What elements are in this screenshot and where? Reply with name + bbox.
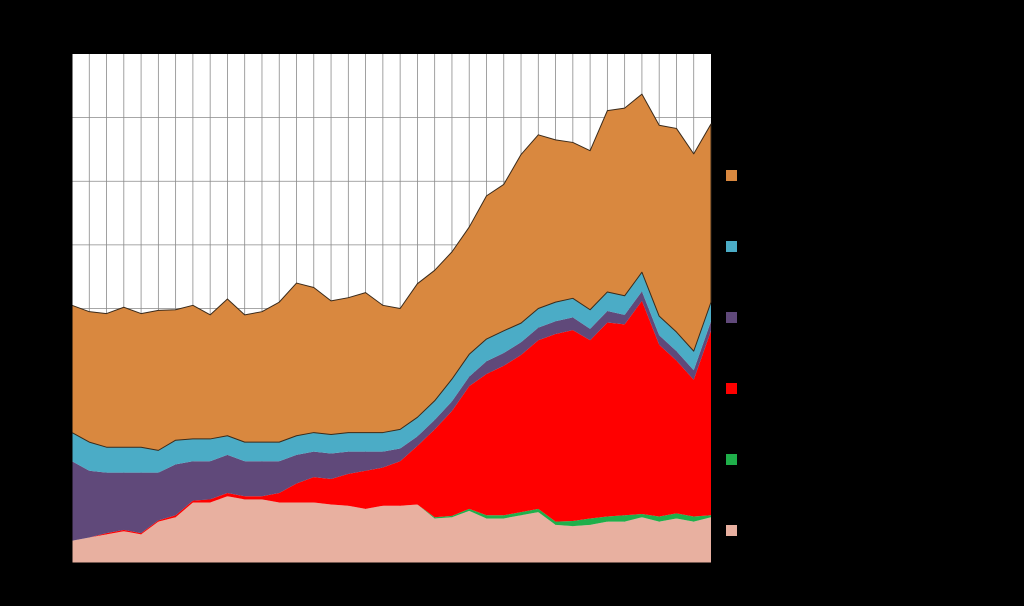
series-area-1 — [72, 496, 711, 563]
series-area-6 — [71, 93, 712, 451]
legend-swatch-2 — [726, 454, 737, 465]
series-area-3 — [72, 300, 711, 541]
legend-swatch-3 — [726, 383, 737, 394]
legend-swatch-4 — [726, 312, 737, 323]
series-area-5 — [72, 272, 711, 473]
series-area-4 — [72, 291, 711, 541]
legend-swatch-1 — [726, 525, 737, 536]
legend — [726, 170, 737, 536]
legend-swatch-5 — [726, 241, 737, 252]
legend-swatch-6 — [726, 170, 737, 181]
series-areas — [71, 93, 712, 563]
axes — [67, 53, 712, 567]
